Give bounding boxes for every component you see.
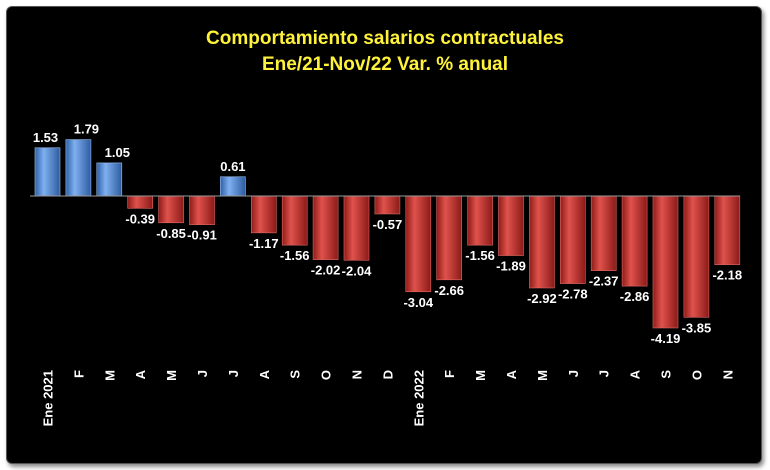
data-label-16: -2.92 <box>527 291 557 306</box>
data-label-5: -0.91 <box>187 228 217 243</box>
data-label-21: -3.85 <box>682 320 712 335</box>
data-label-10: -2.04 <box>342 263 372 278</box>
x-tick-label-17: J <box>566 370 581 377</box>
x-tick-label-14: M <box>473 370 488 381</box>
bar-19 <box>621 195 648 287</box>
bar-21 <box>683 195 710 318</box>
data-label-14: -1.56 <box>465 248 495 263</box>
x-tick-label-4: M <box>164 370 179 381</box>
x-tick-labels-layer: Ene 2021 F M A M J J A S O N D Ene 2022 F M A M J J A S O N <box>41 369 736 426</box>
data-label-7: -1.17 <box>249 236 279 251</box>
bar-6 <box>220 176 246 197</box>
x-tick-label-8: S <box>288 370 303 379</box>
data-label-8: -1.56 <box>280 248 310 263</box>
data-label-17: -2.78 <box>558 287 588 302</box>
data-label-15: -1.89 <box>496 259 526 274</box>
bar-0 <box>34 147 61 197</box>
bars-layer <box>34 139 741 329</box>
bar-3 <box>127 195 153 209</box>
bar-17 <box>559 195 586 284</box>
data-label-0: 1.53 <box>33 130 58 145</box>
x-tick-label-10: N <box>350 370 365 379</box>
x-tick-label-19: A <box>628 369 643 379</box>
bar-5 <box>189 195 215 225</box>
x-tick-label-20: S <box>659 370 674 379</box>
chart-subtitle: Ene/21-Nov/22 Var. % anual <box>262 54 508 75</box>
x-tick-label-0: Ene 2021 <box>41 370 56 426</box>
bar-16 <box>529 195 555 289</box>
x-tick-label-7: A <box>257 369 272 379</box>
x-tick-label-3: A <box>133 369 148 379</box>
bar-11 <box>374 195 401 215</box>
bar-9 <box>312 195 339 260</box>
x-tick-label-21: O <box>689 370 704 380</box>
bar-12 <box>405 195 432 293</box>
x-tick-label-13: F <box>442 370 457 378</box>
bar-15 <box>498 195 524 256</box>
chart-title: Comportamiento salarios contractuales <box>206 28 564 49</box>
data-label-11: -0.57 <box>373 217 403 232</box>
bar-10 <box>343 195 370 261</box>
x-tick-label-12: Ene 2022 <box>411 370 426 426</box>
x-tick-label-1: F <box>71 370 86 378</box>
bar-18 <box>590 195 617 271</box>
x-tick-label-16: M <box>535 370 550 381</box>
x-tick-label-9: O <box>319 370 334 380</box>
x-tick-label-2: M <box>102 370 117 381</box>
data-label-3: -0.39 <box>125 211 155 226</box>
data-labels-layer: 1.531.791.05-0.39-0.85 -0.910.61-1.17-1.5… <box>33 122 742 346</box>
data-label-20: -4.19 <box>651 331 681 346</box>
data-label-1: 1.79 <box>74 122 99 137</box>
x-tick-label-6: J <box>226 370 241 377</box>
x-tick-label-11: D <box>380 370 395 379</box>
data-label-13: -2.66 <box>434 283 464 298</box>
bar-7 <box>251 195 277 234</box>
bar-1 <box>65 139 92 197</box>
bar-8 <box>281 195 308 246</box>
x-tick-label-18: J <box>597 370 612 377</box>
data-label-4: -0.85 <box>156 226 186 241</box>
data-label-19: -2.86 <box>620 289 650 304</box>
bar-14 <box>467 195 493 246</box>
x-tick-label-15: A <box>504 369 519 379</box>
bar-4 <box>158 195 184 224</box>
data-label-2: 1.05 <box>105 145 130 160</box>
bar-22 <box>714 195 741 265</box>
data-label-6: 0.61 <box>220 159 245 174</box>
data-label-18: -2.37 <box>589 274 619 289</box>
x-tick-label-5: J <box>195 370 210 377</box>
bar-13 <box>436 195 463 281</box>
data-label-9: -2.02 <box>311 263 341 278</box>
data-label-22: -2.18 <box>712 268 742 283</box>
data-label-12: -3.04 <box>403 295 433 310</box>
bar-2 <box>96 162 123 197</box>
bar-20 <box>652 195 679 329</box>
x-tick-label-22: N <box>720 370 735 379</box>
